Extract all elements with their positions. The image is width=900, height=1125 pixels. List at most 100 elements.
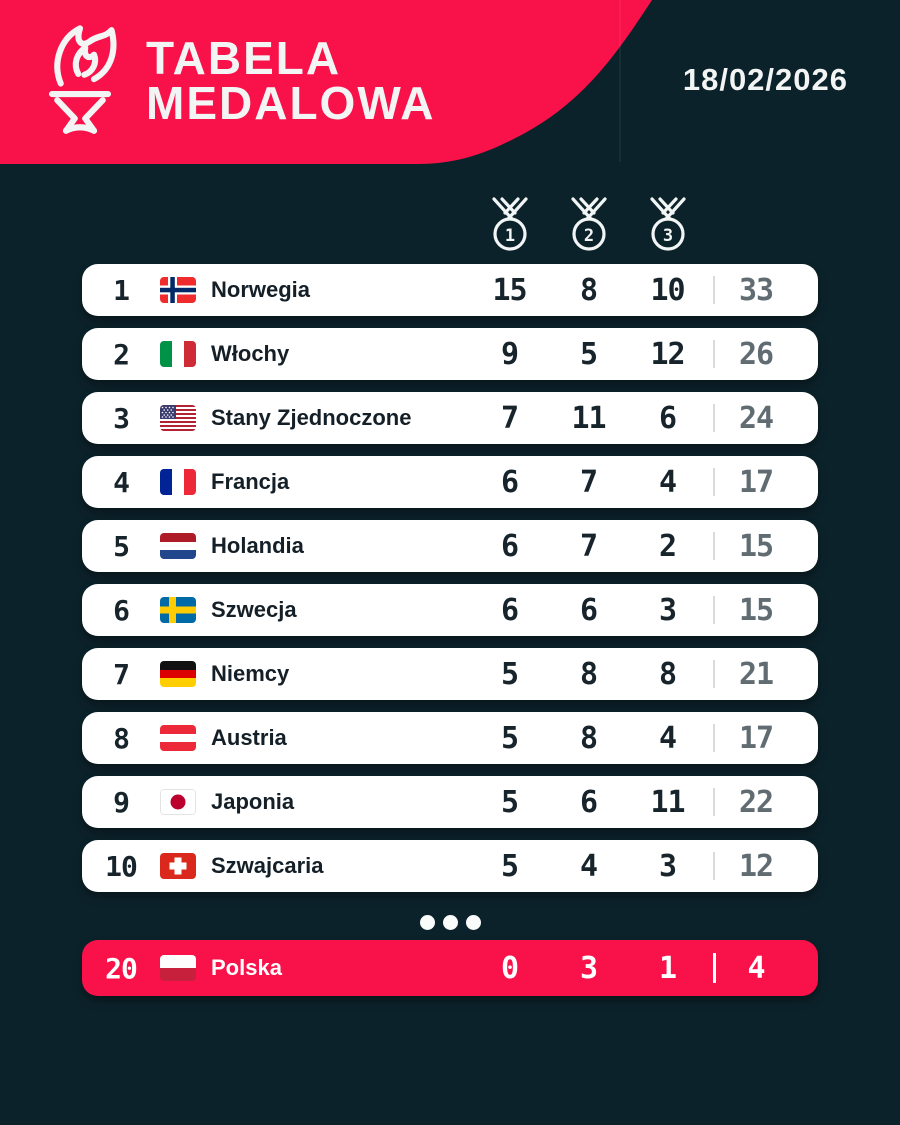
- norway-flag-icon: [160, 277, 196, 303]
- title-line-2: MEDALOWA: [146, 77, 436, 129]
- ellipsis-dot: [419, 914, 435, 930]
- total-count: 26: [738, 336, 774, 372]
- silver-count: 6: [579, 592, 598, 628]
- date-label: 18/02/2026: [682, 62, 848, 97]
- total-divider: [713, 532, 715, 560]
- bronze-count: 6: [658, 400, 677, 436]
- bronze-medal-icon: 3: [650, 197, 686, 251]
- country-name: Japonia: [211, 789, 295, 814]
- bronze-count: 1: [658, 950, 677, 986]
- silver-count: 11: [571, 400, 606, 436]
- ellipsis-dot: [442, 914, 458, 930]
- rank-value: 2: [113, 337, 130, 371]
- table-row: 9 Japonia 5 6 11 22: [82, 776, 818, 828]
- total-count: 17: [738, 720, 774, 756]
- gold-count: 7: [500, 400, 519, 436]
- switzerland-flag-icon: [160, 853, 196, 879]
- table-sheet: 1 Norwegia 15 8 10 33 2 Włochy 9 5 12 26…: [82, 264, 818, 996]
- gold-count: 15: [492, 272, 527, 308]
- total-count: 4: [747, 950, 765, 986]
- total-count: 17: [738, 464, 774, 500]
- highlight-row-host: 20 Polska 0 3 1 4: [82, 940, 818, 996]
- total-divider: [713, 404, 715, 432]
- silver-medal-icon: 2: [571, 197, 607, 251]
- torch-icon: [48, 25, 117, 134]
- table-row: 6 Szwecja 6 6 3 15: [82, 584, 818, 636]
- total-count: 15: [738, 528, 774, 564]
- country-name: Szwajcaria: [211, 853, 324, 878]
- gold-count: 5: [500, 656, 519, 692]
- poland-flag-icon: [160, 955, 196, 981]
- austria-flag-icon: [160, 725, 196, 751]
- usa-flag-icon: [160, 405, 196, 431]
- gold-count: 5: [500, 784, 519, 820]
- table-row: 10 Szwajcaria 5 4 3 12: [82, 840, 818, 892]
- medal-column-header: 1 2 3: [82, 197, 818, 257]
- bronze-count: 4: [658, 720, 677, 756]
- rank-value: 6: [113, 593, 130, 627]
- gold-count: 6: [500, 464, 519, 500]
- rank-value: 4: [113, 465, 130, 499]
- table-row: 7 Niemcy 5 8 8 21: [82, 648, 818, 700]
- rank-value: 1: [113, 273, 130, 307]
- country-name: Stany Zjednoczone: [211, 405, 412, 430]
- total-divider: [713, 340, 715, 368]
- silver-count: 4: [579, 848, 598, 884]
- silver-count: 8: [579, 720, 598, 756]
- rank-value: 20: [105, 951, 138, 985]
- total-divider: [713, 852, 715, 880]
- bronze-medal-number: 3: [663, 226, 673, 246]
- country-name: Włochy: [211, 341, 290, 366]
- total-count: 15: [738, 592, 774, 628]
- rank-value: 5: [113, 529, 130, 563]
- total-count: 12: [738, 848, 774, 884]
- country-name: Norwegia: [211, 277, 311, 302]
- italy-flag-icon: [160, 341, 196, 367]
- total-divider: [712, 953, 716, 983]
- background-seam-line: [619, 0, 621, 162]
- bronze-count: 4: [658, 464, 677, 500]
- japan-flag-icon: [160, 789, 196, 815]
- bronze-count: 3: [658, 592, 677, 628]
- silver-medal-number: 2: [584, 226, 594, 246]
- bronze-count: 10: [650, 272, 685, 308]
- silver-count: 8: [579, 272, 598, 308]
- country-name: Francja: [211, 469, 290, 494]
- table-row: 1 Norwegia 15 8 10 33: [82, 264, 818, 316]
- header-banner: [0, 0, 652, 164]
- rank-value: 3: [113, 401, 130, 435]
- bronze-count: 3: [658, 848, 677, 884]
- sweden-flag-icon: [160, 597, 196, 623]
- table-row: 3 Stany Zjednoczone 7 11 6 24: [82, 392, 818, 444]
- rank-value: 10: [105, 849, 138, 883]
- silver-count: 8: [579, 656, 598, 692]
- france-flag-icon: [160, 469, 196, 495]
- total-divider: [713, 660, 715, 688]
- silver-count: 5: [579, 336, 598, 372]
- total-divider: [713, 724, 715, 752]
- rank-value: 8: [113, 721, 130, 755]
- gold-count: 9: [500, 336, 519, 372]
- germany-flag-icon: [160, 661, 196, 687]
- gold-medal-icon: 1: [492, 197, 528, 251]
- total-divider: [713, 468, 715, 496]
- title-line-1: TABELA: [146, 32, 342, 84]
- total-divider: [713, 788, 715, 816]
- total-count: 22: [738, 784, 774, 820]
- bronze-count: 12: [650, 336, 685, 372]
- table-row: 20 Polska 0 3 1 4: [82, 940, 818, 996]
- total-divider: [713, 596, 715, 624]
- total-count: 24: [738, 400, 774, 436]
- country-name: Niemcy: [211, 661, 290, 686]
- page-title: TABELA MEDALOWA: [146, 32, 436, 129]
- rows: 1 Norwegia 15 8 10 33 2 Włochy 9 5 12 26…: [82, 264, 818, 892]
- bronze-count: 8: [658, 656, 677, 692]
- table-row: 2 Włochy 9 5 12 26: [82, 328, 818, 380]
- table-row: 4 Francja 6 7 4 17: [82, 456, 818, 508]
- total-count: 21: [738, 656, 774, 692]
- gold-count: 5: [500, 848, 519, 884]
- silver-count: 7: [579, 464, 598, 500]
- total-count: 33: [738, 272, 774, 308]
- gold-count: 5: [500, 720, 519, 756]
